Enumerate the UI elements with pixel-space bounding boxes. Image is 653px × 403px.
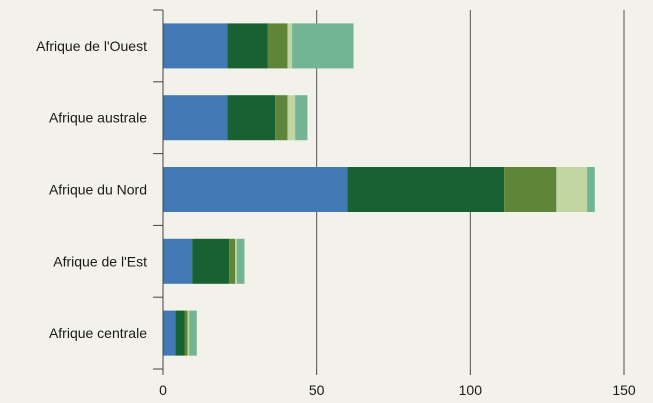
bar-4-segment-2 — [184, 310, 188, 356]
category-label-3: Afrique de l'Est — [53, 253, 147, 269]
bar-1-segment-3 — [287, 95, 296, 141]
bar-2-segment-4 — [587, 167, 595, 212]
x-tick-label-3: 150 — [612, 382, 636, 398]
bar-3-segment-3 — [235, 238, 237, 284]
bar-3-segment-1 — [192, 238, 230, 284]
category-label-1: Afrique australe — [49, 110, 147, 126]
bar-1-segment-0 — [163, 95, 228, 141]
bars — [163, 23, 595, 356]
bar-0-segment-3 — [287, 23, 293, 69]
bar-3-segment-0 — [163, 238, 193, 284]
bar-0-segment-0 — [163, 23, 228, 69]
bar-0-segment-4 — [292, 23, 354, 69]
category-label-4: Afrique centrale — [49, 325, 147, 341]
bar-4-segment-1 — [175, 310, 185, 356]
labels: Afrique de l'Ouest Afrique australe Afriqu… — [36, 38, 636, 398]
category-label-2: Afrique du Nord — [49, 182, 147, 198]
bar-1-segment-2 — [275, 95, 288, 141]
bar-2-segment-3 — [556, 167, 588, 212]
x-tick-label-1: 50 — [309, 382, 325, 398]
bar-4-segment-0 — [163, 310, 176, 356]
bar-3-segment-2 — [229, 238, 236, 284]
bar-2-segment-0 — [163, 167, 348, 212]
category-label-0: Afrique de l'Ouest — [36, 38, 147, 54]
bar-3-segment-4 — [236, 238, 245, 284]
bar-0-segment-1 — [227, 23, 268, 69]
axes — [153, 9, 625, 375]
bar-1-segment-4 — [295, 95, 308, 141]
bar-2-segment-1 — [347, 167, 505, 212]
bar-4-segment-4 — [189, 310, 197, 356]
bar-0-segment-2 — [267, 23, 288, 69]
bar-1-segment-1 — [227, 95, 276, 141]
x-tick-label-2: 100 — [459, 382, 483, 398]
bar-4-segment-3 — [187, 310, 190, 356]
x-tick-label-0: 0 — [159, 382, 167, 398]
bar-2-segment-2 — [504, 167, 557, 212]
